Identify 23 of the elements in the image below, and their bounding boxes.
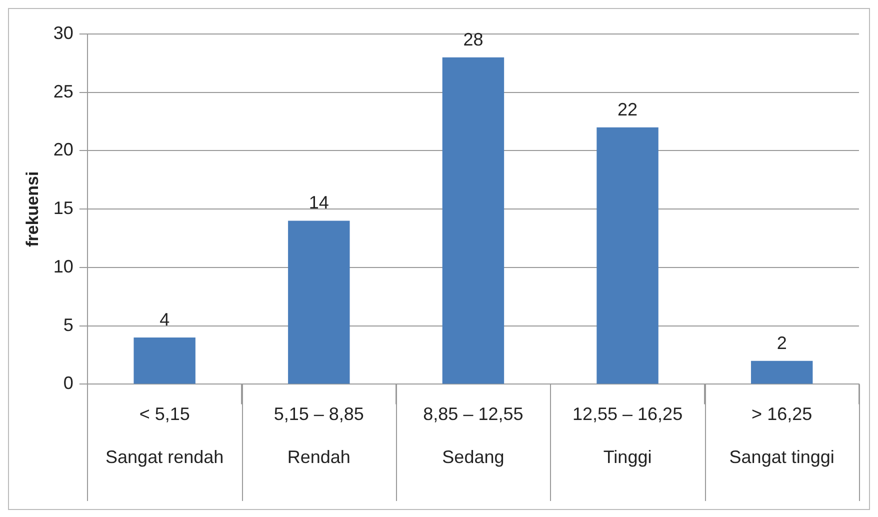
y-axis-title: frekuensi [22, 171, 42, 247]
bar [596, 127, 658, 384]
category-label: 5,15 – 8,85 Rendah [274, 404, 364, 468]
bar [442, 57, 504, 384]
y-tick-label: 30 [53, 22, 74, 43]
y-tick-label: 0 [63, 373, 74, 394]
category-label: > 16,25 Sangat tinggi [729, 404, 834, 468]
category-label: 12,55 – 16,25 Tinggi [572, 404, 683, 468]
y-tick-label: 15 [53, 198, 74, 218]
data-label: 22 [618, 99, 638, 120]
category-label: < 5,15 Sangat rendah [106, 404, 224, 468]
y-tick-label: 5 [63, 314, 74, 335]
data-label: 2 [776, 332, 787, 353]
bar [288, 220, 350, 384]
y-tick-label: 10 [53, 256, 74, 276]
data-label: 14 [308, 192, 329, 213]
category-label: 8,85 – 12,55 Sedang [423, 404, 524, 468]
data-label: 4 [160, 309, 170, 330]
bar [750, 360, 813, 384]
y-tick-label: 25 [53, 81, 74, 102]
y-tick-label: 20 [53, 140, 74, 160]
bar [134, 338, 196, 384]
data-label: 28 [463, 29, 484, 50]
